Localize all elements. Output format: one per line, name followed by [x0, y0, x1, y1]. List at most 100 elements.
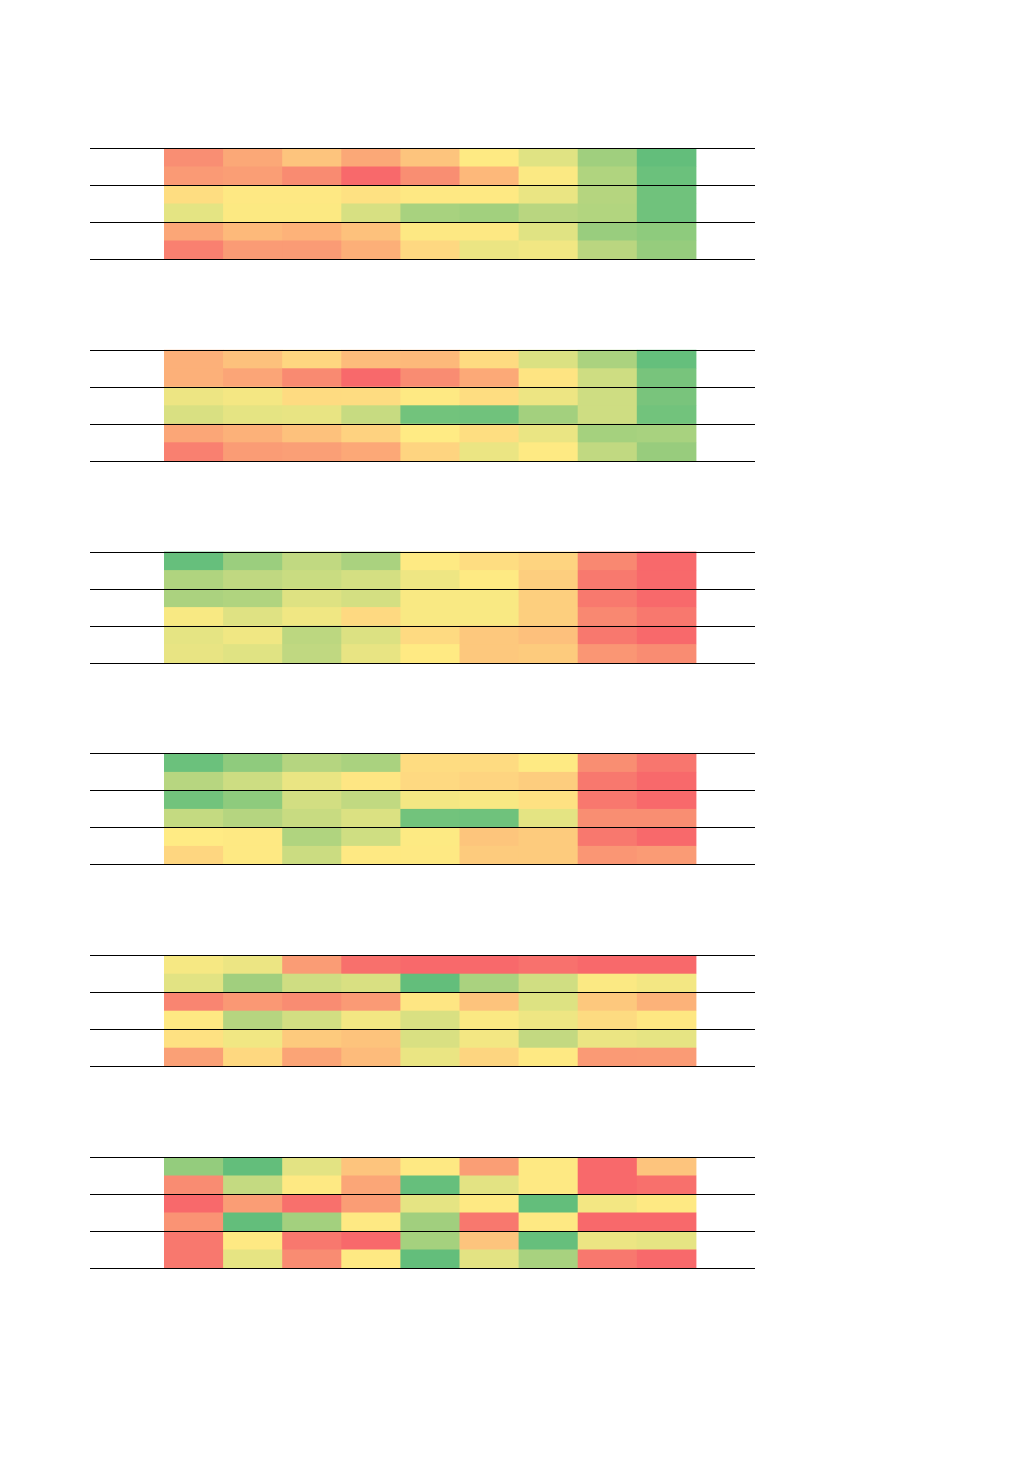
heat-cell: [341, 166, 401, 186]
heat-cell: [459, 808, 520, 828]
heat-cell: [400, 166, 460, 186]
heat-cell: [459, 1249, 520, 1269]
heat-cell: [282, 1249, 342, 1269]
heat-cell: [223, 808, 283, 828]
heat-cell: [459, 992, 520, 1012]
heat-cell: [223, 405, 283, 425]
heat-cell: [577, 570, 638, 590]
heat-cell: [223, 368, 283, 388]
heat-cell: [341, 386, 401, 406]
heat-cell: [164, 1029, 224, 1049]
heat-cell: [282, 1212, 342, 1232]
heat-cell: [518, 1249, 579, 1269]
heat-cell: [459, 349, 520, 369]
heat-cell: [636, 386, 697, 406]
heat-cell: [341, 955, 401, 975]
heat-cell: [400, 1157, 460, 1176]
heat-cell: [459, 607, 520, 627]
heat-cell: [223, 185, 283, 204]
heat-cell: [164, 1157, 224, 1176]
heat-cell: [341, 808, 401, 828]
heat-cell: [459, 386, 520, 406]
heat-cell: [636, 790, 697, 810]
heat-cell: [459, 1231, 520, 1250]
heat-cell: [577, 827, 638, 847]
heat-cell: [577, 148, 638, 167]
heat-cell: [164, 185, 224, 204]
heat-cell: [341, 1010, 401, 1030]
heat-cell: [459, 1010, 520, 1030]
heat-cell: [577, 1029, 638, 1049]
heat-cell: [518, 423, 579, 443]
heat-cell: [164, 349, 224, 369]
heat-cell: [164, 753, 224, 773]
heat-cell: [577, 1194, 638, 1213]
heat-cell: [164, 203, 224, 223]
heat-cell: [459, 1157, 520, 1176]
heat-cell: [459, 203, 520, 223]
heat-cell: [223, 442, 283, 462]
heat-cell: [577, 1175, 638, 1195]
heat-cell: [518, 405, 579, 425]
heat-cell: [518, 1175, 579, 1195]
heat-cell: [341, 973, 401, 993]
heat-cell: [282, 1231, 342, 1250]
heat-cell: [459, 1047, 520, 1067]
heat-cell: [636, 644, 697, 664]
heat-cell: [282, 240, 342, 260]
heat-cell: [400, 625, 460, 645]
heat-cell: [636, 1194, 697, 1213]
heat-cell: [400, 827, 460, 847]
heat-cell: [636, 1249, 697, 1269]
heat-cell: [282, 1175, 342, 1195]
heat-cell: [341, 349, 401, 369]
heat-cell: [400, 185, 460, 204]
heat-cell: [459, 955, 520, 975]
heat-cell: [400, 753, 460, 773]
heat-cell: [223, 955, 283, 975]
heat-cell: [459, 166, 520, 186]
heat-cell: [636, 845, 697, 865]
heat-cell: [341, 1249, 401, 1269]
heat-cell: [636, 349, 697, 369]
heat-cell: [341, 845, 401, 865]
heat-cell: [223, 753, 283, 773]
heat-cell: [282, 845, 342, 865]
heat-cell: [164, 240, 224, 260]
heat-cell: [518, 240, 579, 260]
heat-cell: [400, 1194, 460, 1213]
heat-cell: [282, 644, 342, 664]
heat-cell: [400, 1231, 460, 1250]
heat-cell: [164, 405, 224, 425]
heat-cell: [577, 955, 638, 975]
heat-cell: [636, 753, 697, 773]
heat-cell: [518, 753, 579, 773]
heat-cell: [282, 203, 342, 223]
heat-cell: [164, 148, 224, 167]
heat-cell: [164, 955, 224, 975]
heat-cell: [223, 625, 283, 645]
heat-cell: [282, 1047, 342, 1067]
heat-cell: [636, 203, 697, 223]
heat-cell: [341, 1029, 401, 1049]
heat-cell: [282, 973, 342, 993]
heat-cell: [400, 588, 460, 608]
heat-cell: [400, 955, 460, 975]
heat-cell: [164, 808, 224, 828]
heat-cell: [518, 955, 579, 975]
heat-cell: [518, 808, 579, 828]
heat-cell: [518, 570, 579, 590]
heat-cell: [577, 185, 638, 204]
heat-cell: [577, 1231, 638, 1250]
heat-cell: [518, 1157, 579, 1176]
heat-cell: [164, 1249, 224, 1269]
heat-cell: [223, 607, 283, 627]
heat-cell: [400, 808, 460, 828]
heat-cell: [400, 240, 460, 260]
heat-cell: [577, 607, 638, 627]
heat-cell: [164, 845, 224, 865]
heat-cell: [341, 442, 401, 462]
heat-cell: [223, 1212, 283, 1232]
heat-cell: [636, 148, 697, 167]
